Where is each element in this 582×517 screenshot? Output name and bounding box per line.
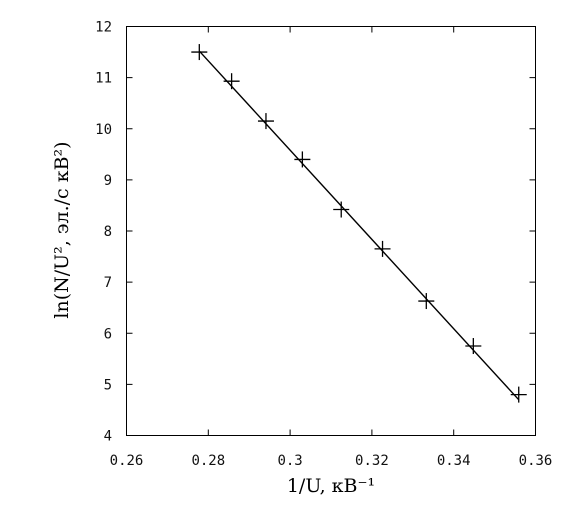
y-tick-label: 9 (104, 173, 112, 189)
data-point (333, 201, 350, 218)
y-tick-label: 11 (95, 71, 112, 87)
data-point (418, 293, 435, 310)
y-tick-label: 8 (104, 224, 112, 240)
data-point (257, 113, 274, 130)
y-tick-label: 5 (104, 377, 112, 393)
y-axis-label: ln(N/U², эл./с кВ²) (51, 141, 73, 318)
data-point (223, 73, 240, 90)
fit-line-group (198, 50, 520, 401)
x-tick-label: 0.36 (519, 453, 553, 469)
x-tick-label: 0.3 (277, 453, 302, 469)
data-markers (191, 44, 527, 403)
y-tick-label: 10 (95, 122, 112, 138)
y-axis-ticks: 4 5 6 7 8 9 10 11 12 (95, 20, 536, 445)
x-tick-label: 0.26 (110, 453, 144, 469)
x-axis-ticks: 0.26 0.28 0.3 0.32 0.34 0.36 (110, 26, 553, 469)
data-point (510, 386, 527, 403)
fit-line (198, 50, 520, 401)
data-point (465, 338, 482, 355)
y-tick-label: 6 (104, 326, 112, 342)
y-tick-label: 4 (104, 429, 112, 445)
x-tick-label: 0.32 (355, 453, 389, 469)
x-tick-label: 0.28 (191, 453, 225, 469)
plot-frame (126, 26, 536, 436)
data-point (374, 240, 391, 257)
y-tick-label: 12 (95, 20, 112, 36)
x-tick-label: 0.34 (437, 453, 471, 469)
x-axis-label: 1/U, кВ⁻¹ (287, 475, 375, 497)
data-point (294, 151, 311, 168)
y-tick-label: 7 (104, 275, 112, 291)
data-point (191, 44, 208, 61)
